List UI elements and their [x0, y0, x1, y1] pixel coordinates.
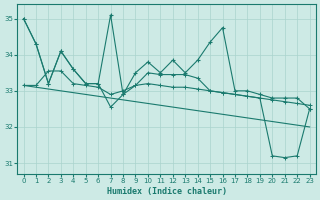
X-axis label: Humidex (Indice chaleur): Humidex (Indice chaleur) — [107, 187, 227, 196]
